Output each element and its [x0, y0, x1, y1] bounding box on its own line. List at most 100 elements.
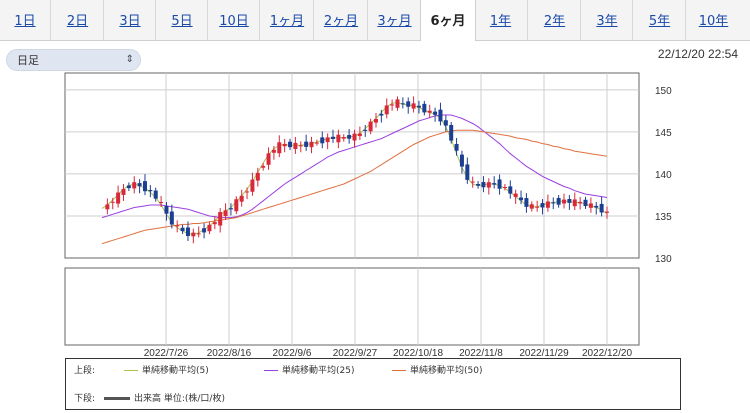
- candle-body: [583, 199, 588, 206]
- candle-body: [443, 120, 448, 126]
- candle-body: [191, 232, 196, 237]
- candle-body: [223, 210, 228, 217]
- tab-period-5[interactable]: 1ヶ月: [259, 0, 314, 40]
- x-tick-label: 2022/9/6: [273, 348, 312, 359]
- candle-body: [245, 191, 250, 193]
- candle-body: [298, 145, 303, 147]
- x-tick-label: 2022/8/16: [207, 348, 252, 359]
- tab-label: 10日: [219, 14, 249, 29]
- candle-body: [341, 137, 346, 139]
- tab-label: 5日: [171, 14, 193, 29]
- candle-body: [159, 201, 164, 203]
- candle-body: [234, 199, 239, 212]
- candle-body: [572, 199, 577, 207]
- tab-period-11[interactable]: 3年: [580, 0, 633, 40]
- tab-period-6[interactable]: 2ヶ月: [313, 0, 368, 40]
- candle-body: [465, 164, 470, 180]
- candle-body: [459, 154, 464, 167]
- candle-body: [599, 203, 604, 213]
- price-panel-frame: [64, 72, 640, 259]
- volume-line-swatch: [104, 397, 130, 400]
- tab-label: 10年: [698, 14, 729, 29]
- y-tick-label: 140: [655, 170, 672, 181]
- series-line-ma50: [101, 129, 608, 245]
- candle-body: [476, 184, 481, 186]
- candle-body: [497, 179, 502, 189]
- tab-period-10[interactable]: 2年: [527, 0, 581, 40]
- candle-body: [347, 135, 352, 139]
- candle-body: [169, 211, 174, 225]
- legend-ma50-label: 単純移動平均(50): [410, 366, 483, 376]
- tab-period-7[interactable]: 3ヶ月: [367, 0, 421, 40]
- legend-upper-label: 上段:: [74, 366, 96, 376]
- candle-body: [255, 172, 260, 181]
- candle-body: [164, 205, 169, 214]
- candle-body: [132, 182, 137, 189]
- candle-body: [363, 129, 368, 131]
- candle-body: [320, 137, 325, 144]
- tab-period-8[interactable]: 6ヶ月: [420, 0, 476, 41]
- tab-label: 5年: [648, 14, 671, 29]
- candle-body: [449, 125, 454, 141]
- tab-period-12[interactable]: 5年: [632, 0, 686, 40]
- candle-body: [567, 199, 572, 203]
- candle-body: [433, 111, 438, 115]
- tab-label: 1日: [14, 14, 36, 29]
- candle-body: [529, 204, 534, 209]
- candle-body: [196, 233, 201, 235]
- candle-body: [293, 142, 298, 149]
- candle-body: [202, 228, 207, 233]
- candle-body: [239, 195, 244, 202]
- candle-body: [314, 142, 319, 144]
- interval-select[interactable]: 日足 ⇕: [6, 49, 141, 71]
- candle-body: [562, 199, 567, 204]
- tab-period-0[interactable]: 1日: [0, 0, 50, 40]
- candle-body: [126, 185, 131, 189]
- legend-lower-label: 下段:: [74, 394, 96, 404]
- tab-label: 3ヶ月: [377, 14, 412, 29]
- tab-period-3[interactable]: 5日: [155, 0, 208, 40]
- candle-body: [110, 201, 115, 203]
- tab-label: 3日: [119, 14, 141, 29]
- candle-body: [153, 190, 158, 199]
- legend-ma50: 単純移動平均(50): [392, 365, 482, 377]
- candle-body: [212, 222, 217, 225]
- candle-body: [578, 201, 583, 204]
- candle-body: [175, 225, 180, 227]
- candle-body: [524, 198, 529, 207]
- candle-body: [422, 103, 427, 113]
- tab-label: 1年: [489, 14, 512, 29]
- tab-period-13[interactable]: 10年: [685, 0, 741, 40]
- tab-period-4[interactable]: 10日: [207, 0, 260, 40]
- legend-ma25: 単純移動平均(25): [264, 365, 354, 377]
- tab-label: 2ヶ月: [323, 14, 359, 29]
- tab-label: 2年: [543, 14, 566, 29]
- candle-body: [180, 227, 185, 232]
- tab-label: 3年: [596, 14, 618, 29]
- candle-body: [400, 103, 405, 105]
- x-tick-label: 2022/10/18: [393, 348, 443, 359]
- candle-body: [502, 186, 507, 188]
- candle-body: [545, 201, 550, 208]
- price-chart: 130 135 140 145 150 2022/7/26 2022/8/16 2022/9/…: [64, 72, 672, 359]
- ma50-line-swatch: [392, 370, 406, 371]
- legend-ma5-label: 単純移動平均(5): [142, 366, 209, 376]
- candle-body: [352, 133, 357, 141]
- legend-ma25-label: 単純移動平均(25): [282, 366, 355, 376]
- candle-body: [492, 183, 497, 185]
- candle-body: [207, 224, 212, 232]
- tab-period-1[interactable]: 2日: [50, 0, 104, 40]
- tab-period-9[interactable]: 1年: [474, 0, 527, 40]
- volume-panel-frame: [64, 267, 640, 346]
- candle-body: [116, 192, 121, 204]
- candle-body: [438, 109, 443, 122]
- legend-lower-row: 下段: 出来高 単位:(株/口/枚): [74, 393, 674, 405]
- candle-body: [121, 189, 126, 195]
- candle-body: [540, 203, 545, 208]
- candle-body: [228, 208, 233, 210]
- candle-body: [309, 141, 314, 148]
- candle-body: [137, 183, 142, 187]
- period-tab-bar: 1日 2日 3日 5日 10日 1ヶ月 2ヶ月 3ヶ月 6ヶ月 1年 2年 3年 5年 10年: [0, 0, 750, 41]
- candle-body: [148, 190, 153, 192]
- tab-period-2[interactable]: 3日: [103, 0, 156, 40]
